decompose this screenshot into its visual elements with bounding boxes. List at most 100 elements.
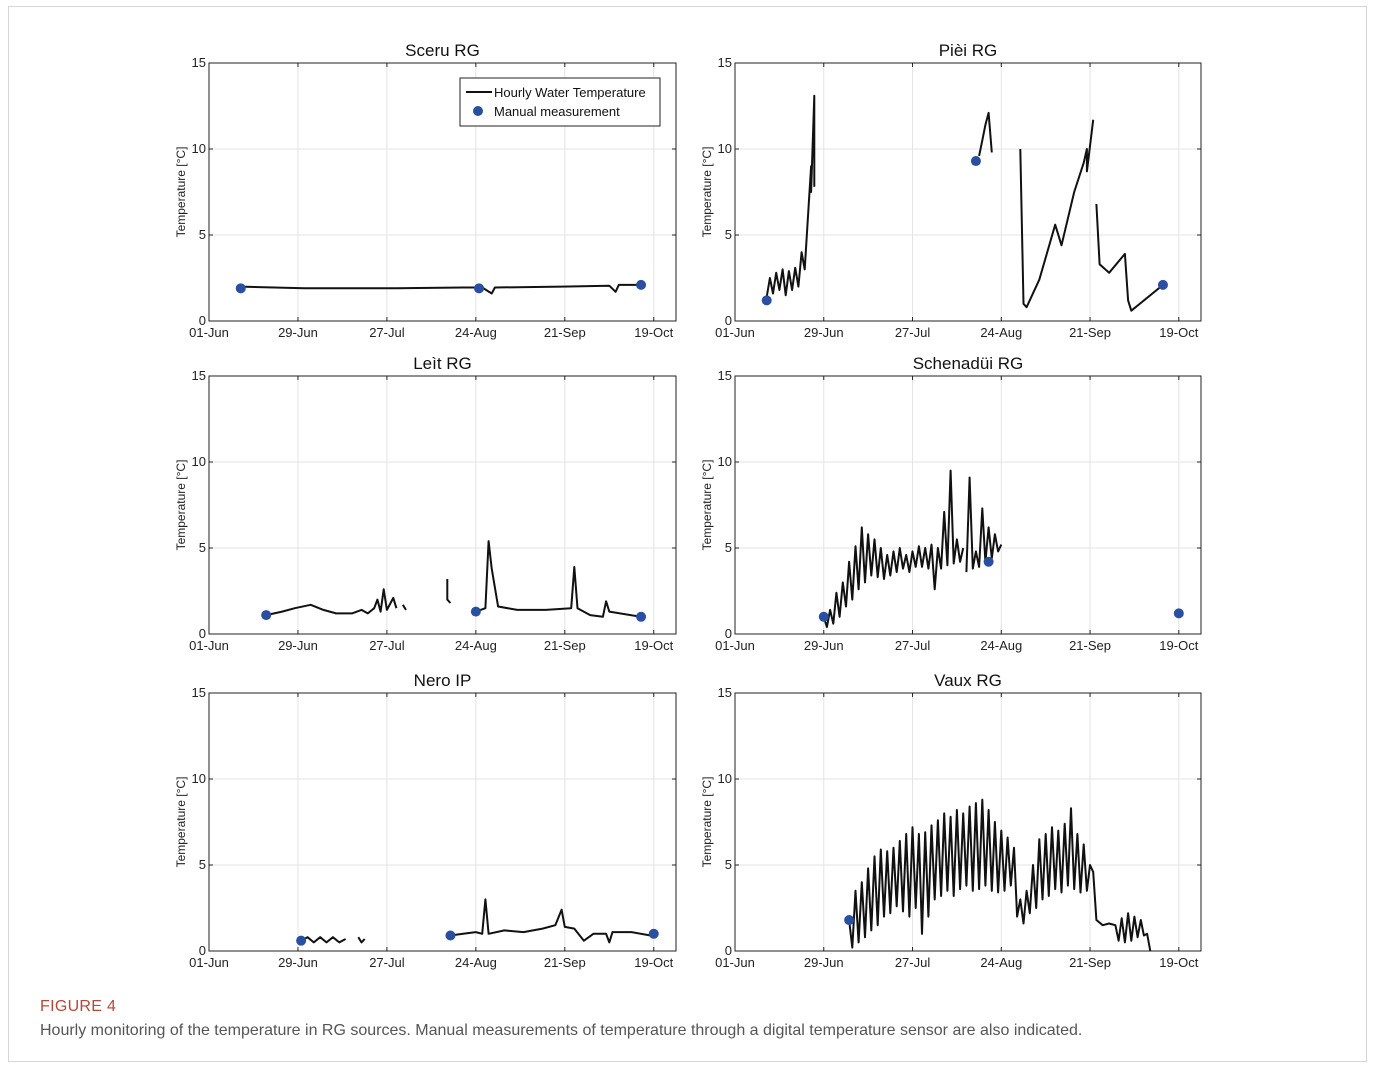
x-tick-label: 24-Aug (455, 325, 497, 340)
figure-frame (8, 6, 1367, 1062)
x-tick-label: 21-Sep (1069, 638, 1111, 653)
x-tick-label: 29-Jun (804, 638, 844, 653)
axes-box (734, 62, 1202, 322)
chart-panel: 01-Jun 29-Jun 27-Jul 24-Aug 21-Sep 19-Oct 0 5 10… (174, 354, 677, 653)
x-tick-label: 29-Jun (278, 325, 318, 340)
manual-measurement-point (844, 915, 855, 926)
y-tick-label: 15 (718, 685, 732, 700)
y-axis-label: Temperature [°C] (174, 460, 188, 551)
figure-caption: Hourly monitoring of the temperature in … (40, 1022, 1083, 1039)
x-tick-label: 24-Aug (980, 325, 1022, 340)
temperature-line (1019, 119, 1095, 309)
y-tick-label: 10 (192, 771, 206, 786)
y-axis-label: Temperature [°C] (700, 147, 714, 238)
y-tick-label: 15 (192, 55, 206, 70)
x-tick-label: 21-Sep (544, 638, 586, 653)
temperature-line (357, 936, 366, 944)
manual-measurement-point (1173, 608, 1184, 619)
chart-title: Sceru RG (405, 41, 480, 60)
chart-panel: 01-Jun 29-Jun 27-Jul 24-Aug 21-Sep 19-Oct 0 5 10… (700, 354, 1202, 653)
y-tick-label: 5 (725, 227, 732, 242)
temperature-line (965, 476, 1003, 573)
x-tick-label: 29-Jun (278, 955, 318, 970)
temperature-line (848, 798, 1152, 952)
x-tick-label: 01-Jun (189, 955, 229, 970)
x-tick-label: 27-Jul (895, 955, 931, 970)
legend: Hourly Water Temperature Manual measureme… (459, 77, 661, 127)
manual-measurement-point (474, 283, 485, 294)
temperature-line (265, 588, 398, 617)
axes-box (208, 692, 677, 952)
chart-title: Vaux RG (934, 671, 1002, 690)
figure-label: FIGURE 4 (40, 998, 117, 1015)
x-tick-label: 21-Sep (544, 955, 586, 970)
y-tick-label: 0 (199, 313, 206, 328)
x-tick-label: 01-Jun (715, 955, 755, 970)
x-tick-label: 01-Jun (715, 325, 755, 340)
temperature-line (450, 898, 651, 944)
x-tick-label: 27-Jul (369, 638, 405, 653)
manual-measurement-point (470, 606, 481, 617)
y-axis-label: Temperature [°C] (700, 460, 714, 551)
x-tick-label: 01-Jun (715, 638, 755, 653)
axes-box (734, 692, 1202, 952)
y-tick-label: 5 (199, 540, 206, 555)
y-tick-label: 5 (199, 857, 206, 872)
manual-measurement-point (1157, 279, 1168, 290)
y-axis-label: Temperature [°C] (174, 147, 188, 238)
x-tick-label: 27-Jul (369, 955, 405, 970)
legend-box (459, 77, 661, 127)
x-tick-label: 19-Oct (634, 955, 673, 970)
chart-panel: 01-Jun 29-Jun 27-Jul 24-Aug 21-Sep 19-Oct 0 5 10… (700, 671, 1202, 970)
y-axis-label: Temperature [°C] (700, 777, 714, 868)
y-tick-label: 5 (725, 540, 732, 555)
x-tick-label: 27-Jul (895, 638, 931, 653)
chart-title: Nero IP (414, 671, 472, 690)
x-tick-label: 19-Oct (1159, 638, 1198, 653)
temperature-line (1095, 203, 1164, 312)
x-tick-label: 21-Sep (1069, 955, 1111, 970)
y-tick-label: 0 (199, 943, 206, 958)
y-tick-label: 0 (725, 943, 732, 958)
x-tick-label: 21-Sep (544, 325, 586, 340)
chart-panel: 01-Jun 29-Jun 27-Jul 24-Aug 21-Sep 19-Oct 0 5 10… (174, 41, 677, 340)
axes-box (734, 375, 1202, 635)
legend-marker-label: Manual measurement (494, 104, 620, 119)
y-axis-label: Temperature [°C] (174, 777, 188, 868)
chart-title: Pièi RG (939, 41, 998, 60)
y-tick-label: 0 (199, 626, 206, 641)
manual-measurement-point (983, 556, 994, 567)
y-tick-label: 15 (718, 368, 732, 383)
y-tick-label: 10 (718, 771, 732, 786)
legend-line-label: Hourly Water Temperature (494, 85, 646, 100)
temperature-line (240, 283, 642, 295)
y-tick-label: 5 (725, 857, 732, 872)
manual-measurement-point (636, 611, 647, 622)
x-tick-label: 01-Jun (189, 325, 229, 340)
x-tick-label: 21-Sep (1069, 325, 1111, 340)
y-tick-label: 15 (192, 685, 206, 700)
temperature-line (401, 604, 407, 611)
temperature-line (446, 579, 452, 604)
temperature-line (978, 111, 993, 157)
chart-title: Schenadüi RG (913, 354, 1024, 373)
y-tick-label: 10 (192, 454, 206, 469)
x-tick-label: 27-Jul (369, 325, 405, 340)
temperature-line (765, 94, 816, 298)
legend-marker-swatch (473, 106, 483, 116)
manual-measurement-point (445, 930, 456, 941)
manual-measurement-point (636, 279, 647, 290)
manual-measurement-point (761, 295, 772, 306)
x-tick-label: 19-Oct (1159, 325, 1198, 340)
y-tick-label: 0 (725, 313, 732, 328)
x-tick-label: 01-Jun (189, 638, 229, 653)
manual-measurement-point (648, 928, 659, 939)
manual-measurement-point (296, 935, 307, 946)
y-tick-label: 10 (718, 141, 732, 156)
axes-box (208, 375, 677, 635)
y-tick-label: 10 (192, 141, 206, 156)
x-tick-label: 19-Oct (1159, 955, 1198, 970)
x-tick-label: 19-Oct (634, 325, 673, 340)
x-tick-label: 24-Aug (980, 955, 1022, 970)
